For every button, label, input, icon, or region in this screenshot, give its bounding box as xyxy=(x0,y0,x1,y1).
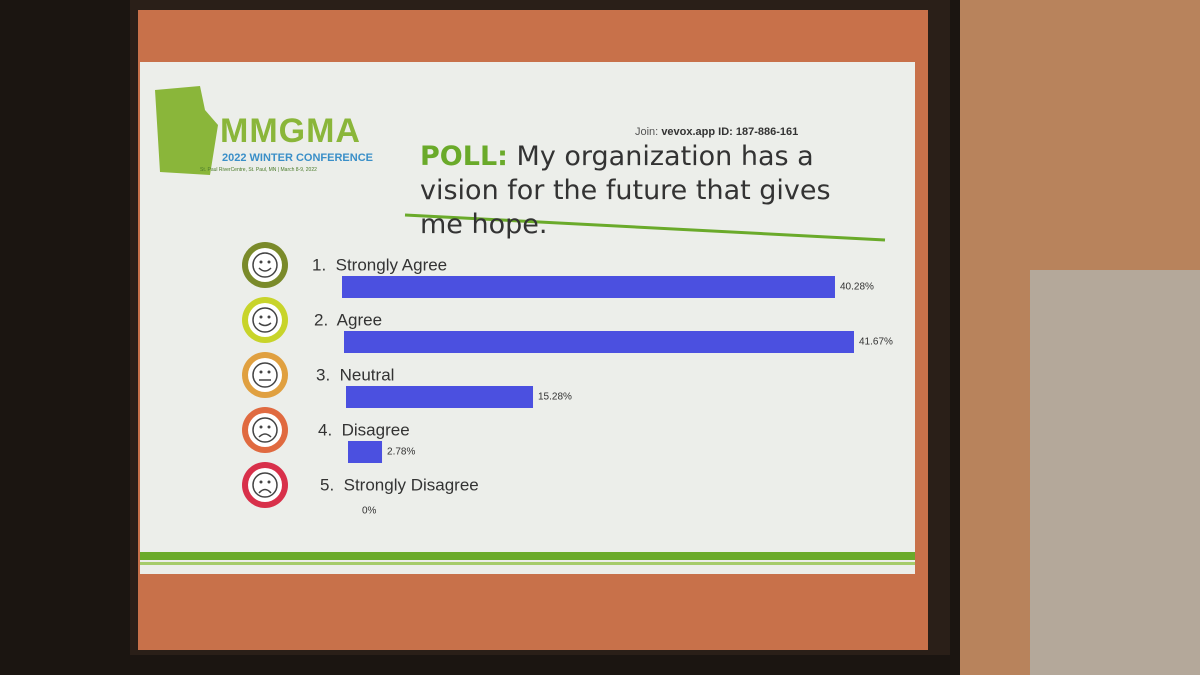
chart-title: POLL: My organization has a vision for t… xyxy=(420,140,860,242)
face-outline xyxy=(252,307,278,333)
category-label: 2. Agree xyxy=(314,310,382,329)
category-label: 5. Strongly Disagree xyxy=(320,475,479,494)
category-label: 3. Neutral xyxy=(316,365,394,384)
face-eye xyxy=(267,480,271,484)
category-label: 1. Strongly Agree xyxy=(312,255,447,274)
venue: St. Paul RiverCentre, St. Paul, MN | Mar… xyxy=(200,167,317,173)
slide-footer-line xyxy=(140,562,915,565)
join-info: Join: vevox.app ID: 187-886-161 xyxy=(635,126,798,138)
face-eye xyxy=(267,260,271,264)
face-eye xyxy=(259,315,263,319)
value-label: 40.28% xyxy=(840,282,874,293)
bar xyxy=(342,276,835,298)
wall-panel xyxy=(1030,270,1200,675)
face-eye xyxy=(267,425,271,429)
logo: MMGMA xyxy=(220,112,361,150)
face-mouth xyxy=(258,488,272,494)
bar xyxy=(344,331,854,353)
face-mouth xyxy=(258,322,272,327)
face-outline xyxy=(252,472,278,498)
face-eye xyxy=(259,425,263,429)
face-eye xyxy=(259,480,263,484)
slide-footer-bar xyxy=(140,552,915,560)
join-code: vevox.app ID: 187-886-161 xyxy=(661,126,799,138)
bar xyxy=(348,441,383,463)
bar xyxy=(346,386,534,408)
title-prefix: POLL: xyxy=(420,141,508,172)
value-label: 2.78% xyxy=(387,447,415,458)
value-label: 41.67% xyxy=(859,337,893,348)
conference: 2022 WINTER CONFERENCE xyxy=(222,152,373,164)
face-eye xyxy=(267,315,271,319)
face-eye xyxy=(259,370,263,374)
face-mouth xyxy=(258,433,272,438)
title-underline xyxy=(404,213,886,242)
category-label: 4. Disagree xyxy=(318,420,410,439)
value-label: 15.28% xyxy=(538,392,572,403)
face-outline xyxy=(252,362,278,388)
title-text: My organization has a vision for the fut… xyxy=(420,141,831,240)
face-eye xyxy=(259,260,263,264)
face-eye xyxy=(267,370,271,374)
value-label: 0% xyxy=(362,506,377,517)
face-mouth xyxy=(258,267,272,272)
state-shape xyxy=(155,86,218,175)
face-outline xyxy=(252,417,278,443)
join-label: Join: xyxy=(635,126,659,138)
face-outline xyxy=(252,252,278,278)
